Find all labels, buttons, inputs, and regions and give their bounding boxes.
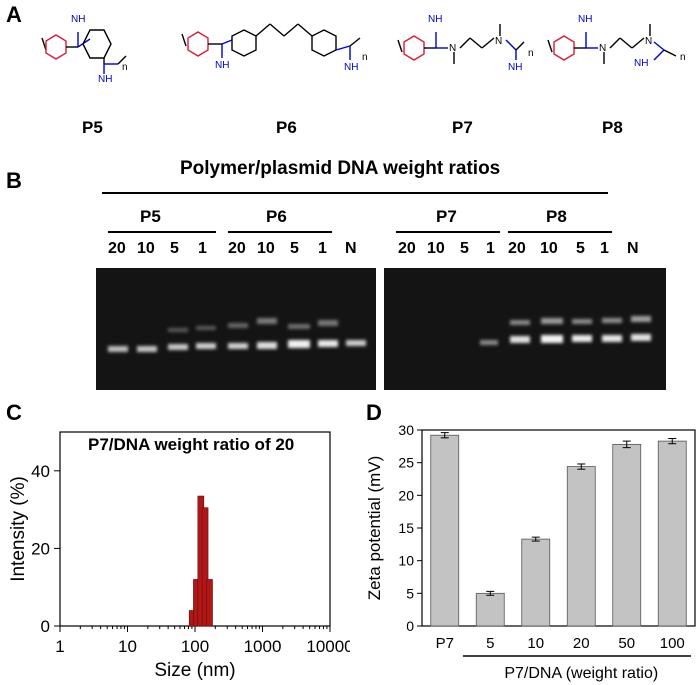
x-tick-label: 100 (660, 635, 685, 652)
gel-group-p8: P8 (546, 207, 567, 226)
gel-lane-label: N (627, 240, 639, 257)
structure-p7 (397, 24, 525, 64)
y-tick-label: 40 (31, 462, 50, 481)
gel-lane-label: 10 (540, 240, 558, 257)
y-axis-label: Intensity (%) (8, 476, 29, 582)
structure-p8 (547, 24, 677, 64)
size-bar (201, 507, 209, 627)
gel-lane-label: 10 (427, 240, 445, 257)
gel-lane-label: 1 (198, 240, 207, 257)
p7-n-atom: N (449, 43, 456, 54)
p6-n-label: n (362, 52, 368, 63)
gel-bands-left (108, 318, 366, 352)
structure-p5 (41, 29, 127, 74)
gel-lane-label: 20 (398, 240, 416, 257)
x-tick-label: 100 (181, 637, 209, 656)
gel-lane-label: 5 (576, 240, 585, 257)
p5-imine-label-2: NH (98, 74, 112, 85)
y-tick-label: 5 (406, 585, 414, 601)
gel-image-left (96, 268, 376, 390)
compound-name-p6: P6 (276, 118, 297, 137)
gel-lane-label: 20 (228, 240, 246, 257)
panel-label-b: B (6, 168, 22, 193)
gel-image-right (384, 268, 666, 390)
gel-lane-label: N (345, 240, 357, 257)
gel-lane-label: 20 (108, 240, 126, 257)
p8-imine-label: NH (578, 14, 592, 25)
compound-name-p8: P8 (602, 118, 623, 137)
y-tick-label: 15 (398, 520, 414, 536)
x-tick-label: 1 (55, 637, 64, 656)
zeta-bar (566, 466, 596, 627)
y-tick-label: 0 (41, 617, 50, 636)
gel-group-p5: P5 (140, 207, 161, 226)
x-tick-label: 50 (618, 635, 635, 652)
p7-imine-label-2: NH (508, 62, 522, 73)
zeta-bar (521, 538, 551, 627)
compound-name-p5: P5 (82, 118, 103, 137)
plot-frame (421, 429, 696, 627)
zeta-bar (612, 443, 642, 627)
p5-n-label: n (122, 62, 128, 73)
zeta-bar (657, 440, 687, 627)
chart-title: P7/DNA weight ratio of 20 (88, 435, 294, 454)
p7-n-atom-2: N (495, 36, 502, 47)
gel-lane-label: 5 (170, 240, 179, 257)
gel-lane-label: 5 (290, 240, 299, 257)
gel-rule-p5 (108, 231, 216, 233)
gel-rule-p7 (396, 231, 500, 233)
x-axis-label: Size (nm) (154, 660, 235, 681)
x-tick-label: 10000 (306, 637, 350, 656)
y-tick-label: 20 (398, 487, 414, 503)
panel-label-d: D (366, 400, 382, 425)
p8-n-label: n (680, 52, 686, 63)
gel-group-p6: P6 (266, 207, 287, 226)
p7-imine-label: NH (428, 14, 442, 25)
gel-lane-label: 5 (460, 240, 469, 257)
structure-p6 (181, 23, 361, 60)
zeta-bar (475, 592, 505, 627)
p8-n-atom: N (599, 43, 606, 54)
x-tick-label: 10 (527, 635, 544, 652)
gel-title: Polymer/plasmid DNA weight ratios (180, 158, 501, 179)
structures-drawing: NH NH n NH NH n NH N N NH n NH N N NH n (41, 14, 686, 85)
p5-imine-label: NH (71, 14, 85, 25)
gel-rule-p6 (228, 231, 332, 233)
gel-group-p7: P7 (436, 207, 457, 226)
y-tick-label: 20 (31, 539, 50, 558)
panel-label-c: C (6, 400, 22, 425)
p6-imine-label-2: NH (344, 62, 358, 73)
panel-label-a: A (6, 2, 22, 27)
x-axis-label: P7/DNA (weight ratio) (504, 665, 658, 682)
x-tick-label: 5 (486, 635, 494, 652)
gel-rule-p8 (508, 231, 612, 233)
y-tick-label: 0 (406, 618, 414, 634)
p8-n-atom-2: N (645, 36, 652, 47)
y-tick-label: 10 (398, 553, 414, 569)
size-bar (206, 579, 213, 627)
gel-lane-label: 10 (137, 240, 155, 257)
p6-imine-label: NH (215, 60, 229, 71)
x-tick-label: 1000 (244, 637, 282, 656)
compound-name-p7: P7 (452, 118, 473, 137)
y-tick-label: 25 (398, 455, 414, 471)
gel-lane-label: 1 (318, 240, 327, 257)
x-tick-label: P7 (436, 635, 454, 652)
zeta-bar (430, 434, 460, 627)
size-distribution-chart: P7/DNA weight ratio of 20 0 20 40 1 10 100 1000… (8, 431, 350, 681)
gel-lane-label: 10 (257, 240, 275, 257)
x-tick-label: 10 (118, 637, 137, 656)
gel-lane-label: 1 (486, 240, 495, 257)
gel-lane-label: 20 (508, 240, 526, 257)
x-tick-label: 20 (573, 635, 590, 652)
p7-n-label: n (528, 48, 534, 59)
p8-imine-label-2: NH (634, 58, 648, 69)
gel-bands-right (480, 316, 651, 345)
y-axis-label: Zeta potential (mV) (365, 456, 384, 601)
gel-lane-label: 1 (600, 240, 609, 257)
gel-title-rule (102, 192, 608, 194)
y-tick-label: 30 (398, 422, 414, 438)
